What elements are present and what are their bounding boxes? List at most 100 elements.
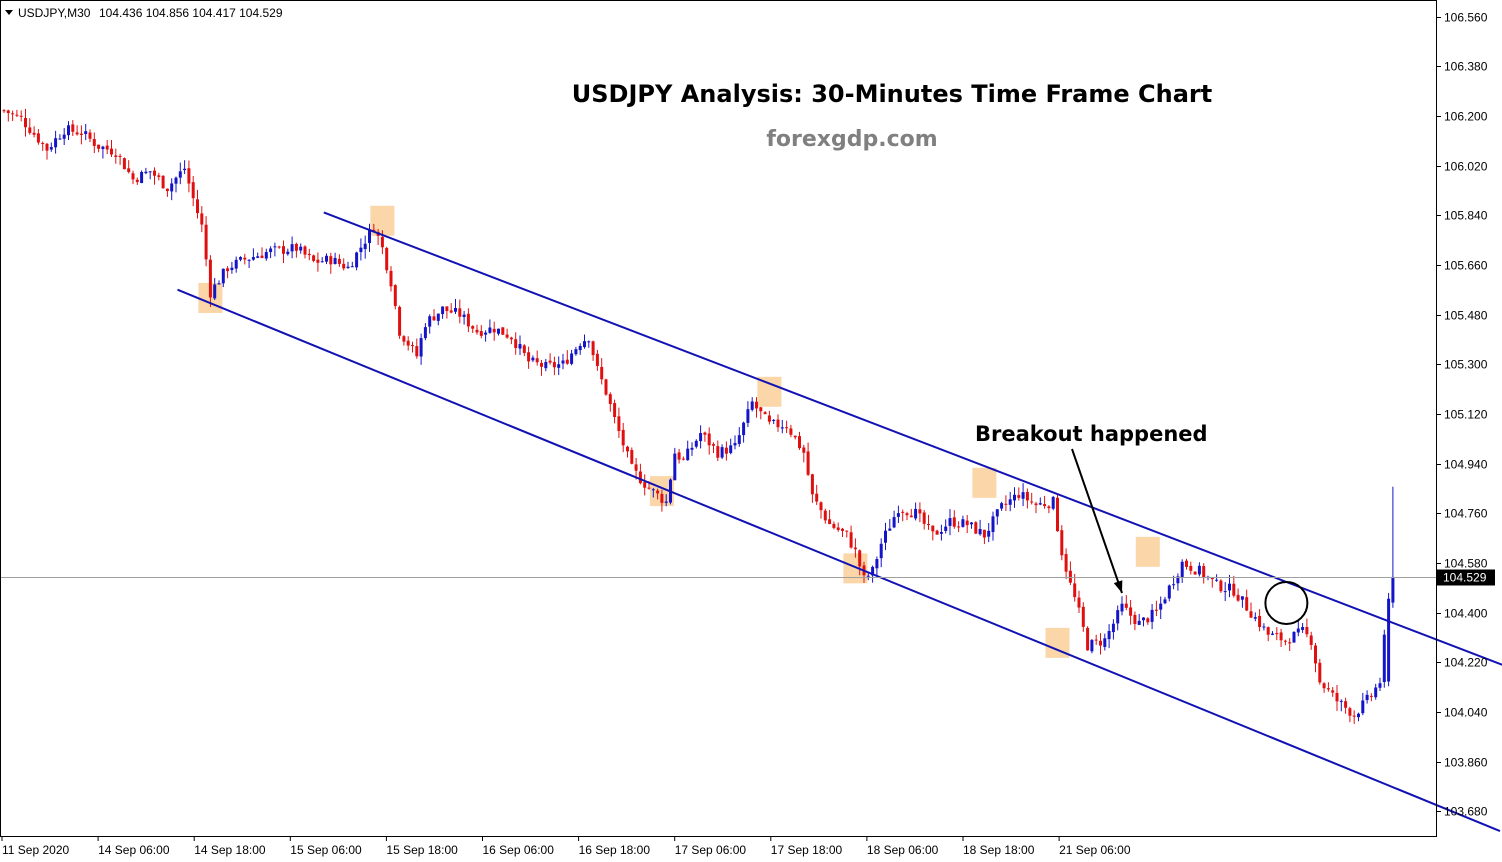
candle-body bbox=[1086, 627, 1090, 651]
candle-body bbox=[1103, 638, 1107, 647]
price-axis[interactable]: 106.560 106.380 106.200 106.020 105.840 105.6… bbox=[1436, 11, 1488, 819]
candle-body bbox=[853, 547, 857, 550]
candle bbox=[501, 327, 505, 335]
price-tick-label: 103.680 bbox=[1444, 805, 1488, 819]
candle bbox=[402, 335, 406, 346]
candle bbox=[368, 223, 371, 252]
candle bbox=[1129, 599, 1133, 625]
candle bbox=[488, 319, 492, 334]
candle bbox=[621, 422, 625, 453]
candle bbox=[565, 350, 569, 365]
candle bbox=[183, 160, 187, 175]
candle bbox=[849, 525, 853, 549]
candle bbox=[793, 435, 797, 440]
candle bbox=[978, 519, 982, 536]
candle-body bbox=[527, 352, 531, 362]
candle bbox=[466, 308, 470, 333]
candle bbox=[273, 242, 277, 257]
candle bbox=[411, 341, 414, 353]
candle-body bbox=[445, 306, 449, 312]
candle-body bbox=[617, 416, 621, 431]
candle-body bbox=[337, 258, 341, 264]
candle-body bbox=[815, 493, 819, 502]
candle bbox=[901, 509, 905, 522]
candle-body bbox=[230, 267, 234, 270]
time-tick-label: 11 Sep 2020 bbox=[2, 843, 69, 857]
candle-body bbox=[294, 243, 298, 251]
candle bbox=[24, 108, 27, 137]
candle bbox=[884, 522, 887, 551]
candle-body bbox=[200, 213, 204, 225]
candle-body bbox=[449, 310, 453, 313]
candle bbox=[1030, 492, 1034, 505]
annotation-label: Breakout happened bbox=[975, 422, 1208, 446]
candle bbox=[1279, 628, 1283, 648]
candle-body bbox=[363, 243, 367, 250]
candle-body bbox=[260, 255, 264, 258]
candle bbox=[991, 511, 995, 541]
candle bbox=[858, 549, 862, 576]
time-tick-label: 17 Sep 18:00 bbox=[771, 843, 843, 857]
candle bbox=[1322, 682, 1326, 693]
candle-body bbox=[432, 316, 436, 321]
candle-body bbox=[1339, 700, 1343, 702]
candle-body bbox=[871, 566, 875, 576]
candle-body bbox=[875, 559, 879, 569]
descending-channel[interactable] bbox=[177, 211, 1502, 832]
candle-body bbox=[1344, 701, 1348, 708]
candle-body bbox=[1301, 627, 1305, 630]
candle-body bbox=[1060, 530, 1064, 556]
candle-body bbox=[931, 525, 935, 532]
candle bbox=[62, 128, 66, 146]
candle-body bbox=[92, 139, 96, 146]
candle-body bbox=[1090, 640, 1094, 652]
candle bbox=[1124, 595, 1128, 611]
candle bbox=[892, 510, 896, 529]
candle-body bbox=[484, 332, 488, 335]
candle bbox=[1142, 617, 1145, 627]
candle bbox=[1365, 690, 1369, 704]
candle-body bbox=[1004, 503, 1008, 505]
candle-body bbox=[901, 511, 905, 513]
candle bbox=[264, 248, 268, 261]
candle bbox=[1099, 633, 1102, 655]
candle bbox=[617, 407, 621, 438]
candle-body bbox=[316, 259, 320, 263]
candle-body bbox=[1077, 597, 1081, 608]
candle-body bbox=[6, 110, 10, 114]
candle bbox=[84, 123, 88, 141]
candle-body bbox=[234, 259, 238, 269]
candle-body bbox=[183, 168, 187, 171]
candle bbox=[1150, 603, 1154, 630]
candle-body bbox=[944, 526, 948, 531]
candle bbox=[41, 141, 45, 151]
candle-body bbox=[591, 341, 595, 356]
symbol-menu-triangle-icon[interactable] bbox=[5, 10, 13, 15]
candle-body bbox=[1232, 583, 1236, 596]
current-price-tag: 104.529 bbox=[1437, 569, 1495, 586]
candle bbox=[1215, 574, 1219, 582]
candle-body bbox=[1382, 634, 1386, 683]
candle bbox=[1391, 486, 1395, 608]
candle bbox=[853, 538, 857, 558]
candle-body bbox=[836, 527, 840, 531]
candle-body bbox=[896, 513, 900, 517]
candle-body bbox=[325, 255, 328, 262]
candle-body bbox=[557, 364, 561, 368]
candle bbox=[1318, 658, 1322, 685]
candle-body bbox=[329, 256, 333, 265]
candle bbox=[1197, 562, 1201, 577]
candle bbox=[583, 334, 586, 349]
candle bbox=[234, 256, 238, 273]
candle-body bbox=[144, 171, 148, 174]
candle bbox=[458, 299, 462, 324]
candle-body bbox=[1253, 617, 1257, 619]
candle-body bbox=[282, 246, 285, 254]
candle bbox=[1219, 579, 1223, 593]
candle-body bbox=[122, 158, 126, 170]
time-axis[interactable]: 11 Sep 2020 14 Sep 06:00 14 Sep 18:00 15 Se… bbox=[1, 836, 1131, 857]
candle-body bbox=[217, 283, 221, 285]
candle bbox=[1275, 627, 1279, 641]
candle-body bbox=[290, 244, 294, 252]
